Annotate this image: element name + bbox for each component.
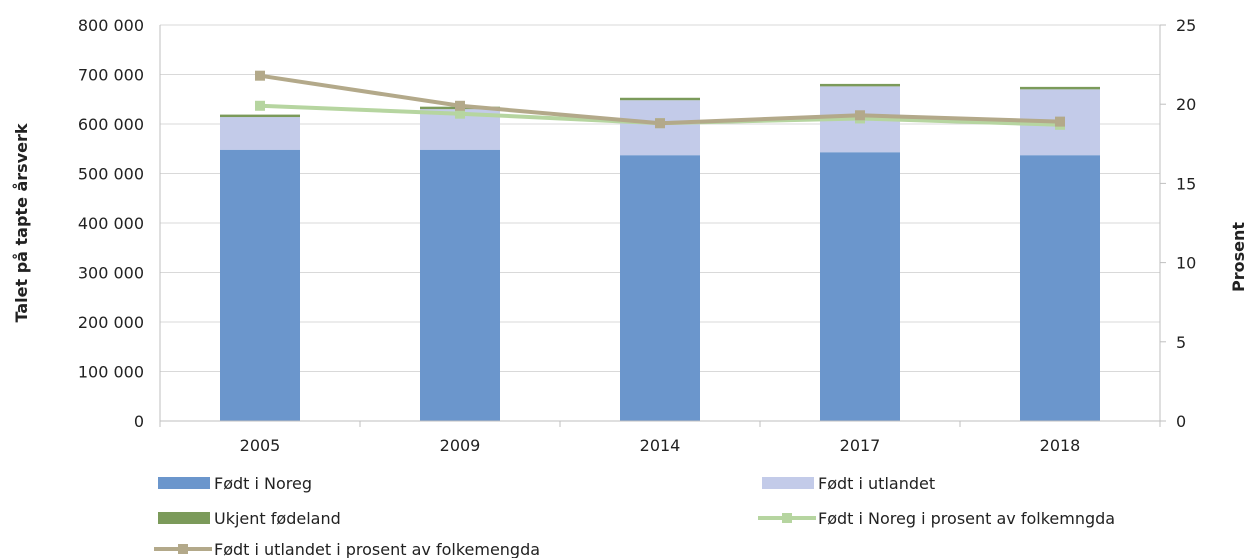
x-axis-ticks: 2005 2009 2014 2017 2018 xyxy=(240,436,1081,455)
bar-segment xyxy=(220,117,300,150)
y2-tick-label: 5 xyxy=(1176,333,1186,352)
line-point xyxy=(255,100,265,111)
y2-tick-label: 15 xyxy=(1176,174,1196,193)
y-tick-label: 0 xyxy=(134,412,144,431)
bar-segment xyxy=(1020,155,1100,421)
bar-segment xyxy=(820,152,900,421)
line-point xyxy=(455,108,465,119)
x-tick-label: 2017 xyxy=(840,436,881,455)
y-tick-label: 200 000 xyxy=(78,313,144,332)
x-tick-label: 2009 xyxy=(440,436,481,455)
y-tick-label: 700 000 xyxy=(78,66,144,85)
bar-segment xyxy=(620,155,700,421)
y-tick-label: 400 000 xyxy=(78,214,144,233)
legend-label: Født i Noreg xyxy=(214,474,312,493)
legend: Født i Noreg Født i utlandet Ukjent fødela… xyxy=(154,474,1115,558)
x-tick-label: 2014 xyxy=(640,436,681,455)
bar-segment xyxy=(420,149,500,422)
x-tick-label: 2005 xyxy=(240,436,281,455)
y2-tick-label: 10 xyxy=(1176,254,1196,273)
y-tick-label: 600 000 xyxy=(78,115,144,134)
line-point xyxy=(1055,116,1065,127)
legend-swatch xyxy=(158,512,210,524)
legend-label: Født i Noreg i prosent av folkemngda xyxy=(818,509,1115,528)
legend-swatch xyxy=(762,477,814,489)
legend-label: Født i utlandet xyxy=(818,474,935,493)
line-point xyxy=(655,118,665,129)
bar-segment xyxy=(620,97,700,101)
y-axis-ticks: 0 100 000 200 000 300 000 400 000 500 000 600 … xyxy=(78,16,144,431)
y-tick-label: 800 000 xyxy=(78,16,144,35)
legend-marker xyxy=(178,544,188,554)
legend-label: Ukjent fødeland xyxy=(214,509,341,528)
bar-layer xyxy=(220,83,1100,422)
legend-marker xyxy=(782,513,792,523)
line-point xyxy=(255,70,265,81)
line-point xyxy=(455,100,465,111)
x-tick-label: 2018 xyxy=(1040,436,1081,455)
line-point xyxy=(855,110,865,121)
y-tick-label: 500 000 xyxy=(78,165,144,184)
line-layer xyxy=(255,70,1065,130)
y-tick-label: 300 000 xyxy=(78,264,144,283)
bar-segment xyxy=(220,149,300,422)
y2-tick-label: 20 xyxy=(1176,95,1196,114)
y2-tick-label: 25 xyxy=(1176,16,1196,35)
y-tick-label: 100 000 xyxy=(78,363,144,382)
y2-axis-title: Prosent xyxy=(1229,222,1248,292)
legend-swatch xyxy=(158,477,210,489)
y-axis-title: Talet på tapte årsverk xyxy=(12,123,31,322)
bar-segment xyxy=(1020,86,1100,90)
bar-segment xyxy=(820,83,900,87)
axes xyxy=(159,25,1161,427)
legend-label: Født i utlandet i prosent av folkemengda xyxy=(214,540,540,558)
bar-segment xyxy=(220,114,300,118)
y2-tick-label: 0 xyxy=(1176,412,1186,431)
y2-axis-ticks: 0 5 10 15 20 25 xyxy=(1160,16,1196,431)
